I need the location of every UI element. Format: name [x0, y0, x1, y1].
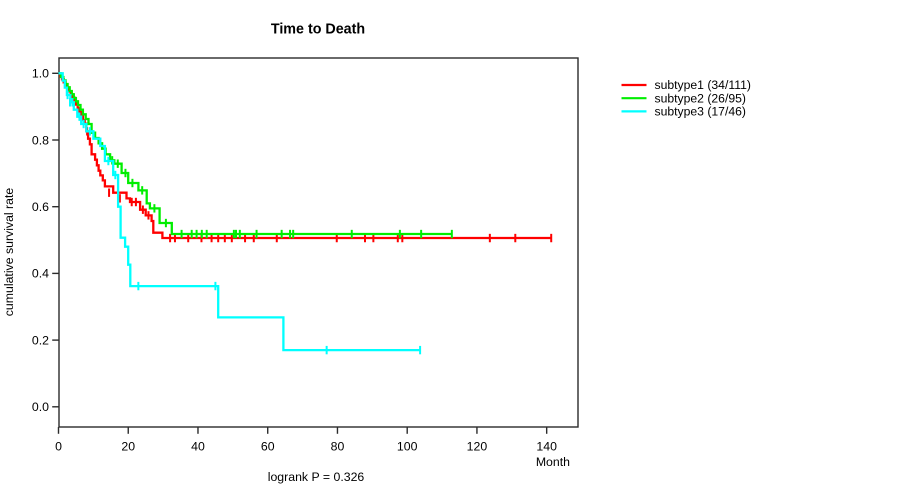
legend-label-subtype1: subtype1 (34/111): [655, 78, 751, 92]
y-axis-tick-label: 1.0: [32, 67, 49, 81]
logrank-annotation: logrank P = 0.326: [268, 470, 365, 484]
survival-curve-subtype1: [58, 72, 552, 240]
x-axis-tick-label: 100: [397, 440, 418, 454]
chart-title: Time to Death: [271, 22, 365, 38]
x-axis-tick-label: 80: [331, 440, 345, 454]
x-axis-tick-label: 60: [261, 440, 275, 454]
y-axis-tick-label: 0.2: [32, 333, 49, 347]
x-axis-tick-label: 20: [121, 440, 135, 454]
x-axis-tick-label: 0: [55, 440, 62, 454]
y-axis-title: cumulative survival rate: [2, 188, 16, 317]
x-axis-tick-label: 140: [536, 440, 557, 454]
survival-curve-subtype2: [58, 72, 452, 236]
plot-box: [58, 57, 579, 428]
legend-label-subtype3: subtype3 (17/46): [655, 105, 746, 119]
y-axis-tick-label: 0.6: [32, 200, 49, 214]
x-axis-tick-label: 120: [467, 440, 488, 454]
survival-curve-subtype3: [58, 72, 421, 352]
x-axis-tick-label: 40: [191, 440, 205, 454]
x-axis-title: Month: [536, 455, 570, 469]
legend-label-subtype2: subtype2 (26/95): [655, 91, 746, 105]
y-axis-tick-label: 0.0: [32, 400, 49, 414]
y-axis-tick-label: 0.8: [32, 133, 49, 147]
y-axis-tick-label: 0.4: [32, 267, 49, 281]
